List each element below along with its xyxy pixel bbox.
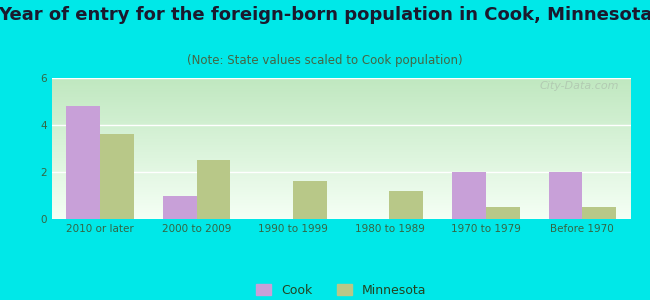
Bar [196, 160, 230, 219]
Bar [163, 196, 196, 219]
Bar [486, 207, 519, 219]
Bar [293, 182, 327, 219]
Bar [389, 191, 423, 219]
Bar [549, 172, 582, 219]
Text: Year of entry for the foreign-born population in Cook, Minnesota: Year of entry for the foreign-born popul… [0, 6, 650, 24]
Legend: Cook, Minnesota: Cook, Minnesota [251, 279, 432, 300]
Text: (Note: State values scaled to Cook population): (Note: State values scaled to Cook popul… [187, 54, 463, 67]
Text: City-Data.com: City-Data.com [540, 81, 619, 91]
Bar [66, 106, 100, 219]
Bar [100, 134, 134, 219]
Bar [452, 172, 486, 219]
Bar [582, 207, 616, 219]
